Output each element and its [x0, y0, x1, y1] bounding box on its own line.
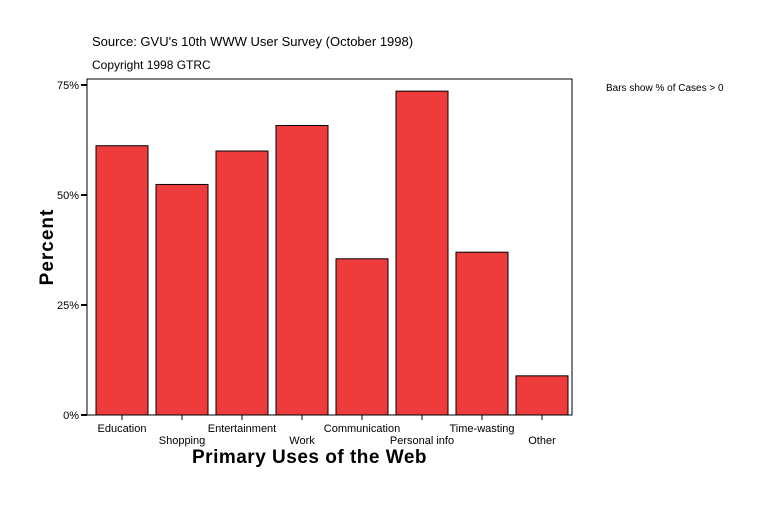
bar	[275, 124, 329, 416]
x-tick-label: Education	[98, 423, 147, 435]
bar	[335, 258, 389, 416]
bar	[95, 145, 149, 416]
bar	[455, 251, 509, 416]
x-tick-label: Work	[289, 435, 315, 447]
x-tick-label: Shopping	[159, 435, 206, 447]
x-tick-label: Other	[528, 435, 556, 447]
y-tick-label: 25%	[57, 300, 79, 312]
source-text: Source: GVU's 10th WWW User Survey (Octo…	[92, 34, 414, 49]
y-tick-label: 50%	[57, 190, 79, 202]
copyright-text: Copyright 1998 GTRC	[92, 58, 211, 72]
bar	[515, 375, 569, 416]
x-tick-label: Personal info	[390, 435, 454, 447]
x-tick-label: Entertainment	[208, 423, 276, 435]
bar	[395, 90, 449, 416]
y-tick-label: 75%	[57, 80, 79, 92]
plot-frame	[86, 78, 573, 416]
bar	[215, 150, 269, 416]
x-tick-label: Time-wasting	[450, 423, 515, 435]
bar	[155, 183, 209, 416]
x-axis-title: Primary Uses of the Web	[192, 447, 428, 468]
note-text: Bars show % of Cases > 0	[606, 83, 724, 94]
y-tick-label: 0%	[63, 410, 79, 422]
x-tick-label: Communication	[324, 423, 400, 435]
